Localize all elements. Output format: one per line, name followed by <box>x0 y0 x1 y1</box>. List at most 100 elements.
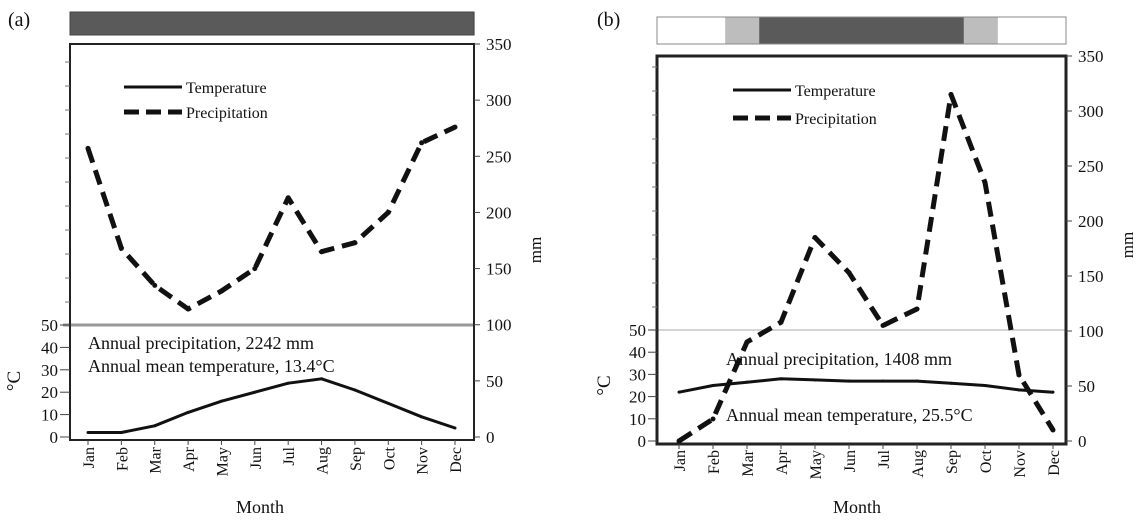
series-point-precipitation <box>152 282 158 288</box>
right-tick-label: 50 <box>486 372 503 391</box>
series-point-temperature <box>881 379 885 383</box>
series-point-precipitation <box>285 195 291 201</box>
left-tick-label: 30 <box>41 361 58 380</box>
series-point-precipitation <box>744 339 750 345</box>
season-bar-segment <box>103 12 138 35</box>
season-bar-segment <box>305 12 340 35</box>
x-tick-label: Dec <box>448 447 465 473</box>
series-point-precipitation <box>914 306 920 312</box>
right-tick-label: 100 <box>1078 322 1104 341</box>
x-tick-label: Jan <box>81 447 98 468</box>
left-tick-label: 40 <box>629 343 646 362</box>
series-point-temperature <box>253 390 257 394</box>
x-tick-label: Jul <box>876 449 893 468</box>
right-tick-label: 200 <box>1078 212 1104 231</box>
right-tick-label: 350 <box>1078 47 1104 66</box>
season-bar-segment <box>1031 17 1067 44</box>
series-point-temperature <box>745 380 749 384</box>
right-tick-label: 150 <box>1078 267 1104 286</box>
x-tick-label: Mar <box>148 446 165 473</box>
panel-label: (b) <box>597 9 620 31</box>
annotation-annual-mean-temperature: Annual mean temperature, 13.4°C <box>88 356 335 376</box>
series-point-precipitation <box>252 266 258 272</box>
season-bar-segment <box>204 12 239 35</box>
season-bar-segment <box>238 12 273 35</box>
season-bar-segment <box>963 17 999 44</box>
series-point-precipitation <box>218 288 224 294</box>
x-tick-label: May <box>214 447 231 476</box>
x-tick-label: Dec <box>1046 450 1063 476</box>
x-tick-label: Jun <box>248 447 265 469</box>
right-tick-label: 300 <box>486 91 512 110</box>
x-tick-label: Aug <box>910 450 927 478</box>
season-bar-segment <box>137 12 172 35</box>
series-line-precipitation <box>85 124 457 312</box>
left-tick-label: 30 <box>629 365 646 384</box>
x-tick-label: Apr <box>181 446 198 472</box>
season-bar-segment <box>691 17 726 44</box>
left-tick-label: 20 <box>629 388 646 407</box>
series-point-precipitation <box>319 249 325 255</box>
season-bar-segment <box>861 17 897 44</box>
x-tick-label: Sep <box>348 447 365 471</box>
series-point-precipitation <box>778 319 784 325</box>
series-point-precipitation <box>982 180 988 185</box>
panel-b: (b) 0 10 20 30 40 50 0 50 100 150 200 250 300 350 °C mm M… <box>594 9 1137 517</box>
season-bar-segment <box>725 17 760 44</box>
legend-label-temperature: Temperature <box>186 80 267 97</box>
series-point-precipitation <box>1016 372 1022 378</box>
series-point-temperature <box>847 379 851 383</box>
series-point-precipitation <box>419 140 425 146</box>
series-point-temperature <box>353 388 357 392</box>
legend-label-precipitation: Precipitation <box>795 111 877 128</box>
left-tick-label: 10 <box>629 410 646 429</box>
series-line-precipitation <box>677 92 1056 444</box>
series-point-precipitation <box>118 245 124 251</box>
series-point-temperature <box>286 381 290 385</box>
series-point-precipitation <box>676 438 682 444</box>
plot-frame <box>69 43 475 441</box>
left-tick-label: 40 <box>41 338 58 357</box>
series-point-temperature <box>983 384 987 387</box>
right-tick-label: 350 <box>486 35 512 54</box>
right-tick-label: 250 <box>1078 157 1104 176</box>
season-bar-segment <box>997 17 1033 44</box>
x-axis-label: Month <box>833 497 881 517</box>
y-axis-label-right: mm <box>1118 232 1137 258</box>
season-bar-frame <box>656 16 1067 45</box>
series-point-precipitation <box>880 323 886 328</box>
series-point-temperature <box>219 399 223 403</box>
season-bar-segment <box>70 12 105 35</box>
x-tick-label: Jul <box>281 446 298 465</box>
x-tick-label: Aug <box>315 447 332 475</box>
panel-a: (a) 0 10 20 30 40 50 0 50 100 150 200 250 300 350 °C mm M… <box>4 9 545 517</box>
series-point-temperature <box>119 431 123 435</box>
series-point-precipitation <box>846 270 852 276</box>
right-tick-label: 250 <box>486 147 512 166</box>
season-bar-segment <box>895 17 931 44</box>
season-bar-segment <box>171 12 206 35</box>
series-point-precipitation <box>1050 427 1056 433</box>
series-point-precipitation <box>452 124 458 130</box>
series-point-temperature <box>453 426 457 430</box>
left-tick-label: 10 <box>41 406 58 425</box>
season-bar-segment <box>793 17 829 44</box>
season-bar-segment <box>339 12 374 35</box>
right-tick-label: 200 <box>486 203 512 222</box>
x-tick-label: Nov <box>415 447 432 475</box>
series-point-temperature <box>186 410 190 414</box>
y-axis-label-left: °C <box>594 375 615 395</box>
series-point-temperature <box>711 384 715 387</box>
season-bar-segment <box>440 12 475 35</box>
x-tick-label: Oct <box>381 446 398 470</box>
season-bar-segment <box>657 17 692 44</box>
series-point-precipitation <box>710 416 716 422</box>
right-tick-label: 0 <box>486 428 495 447</box>
series-point-temperature <box>1051 390 1055 394</box>
right-tick-label: 100 <box>486 316 512 335</box>
series-line-temperature <box>678 377 1054 394</box>
season-bar-segment <box>759 17 794 44</box>
series-point-temperature <box>153 424 157 428</box>
series-point-temperature <box>420 415 424 419</box>
